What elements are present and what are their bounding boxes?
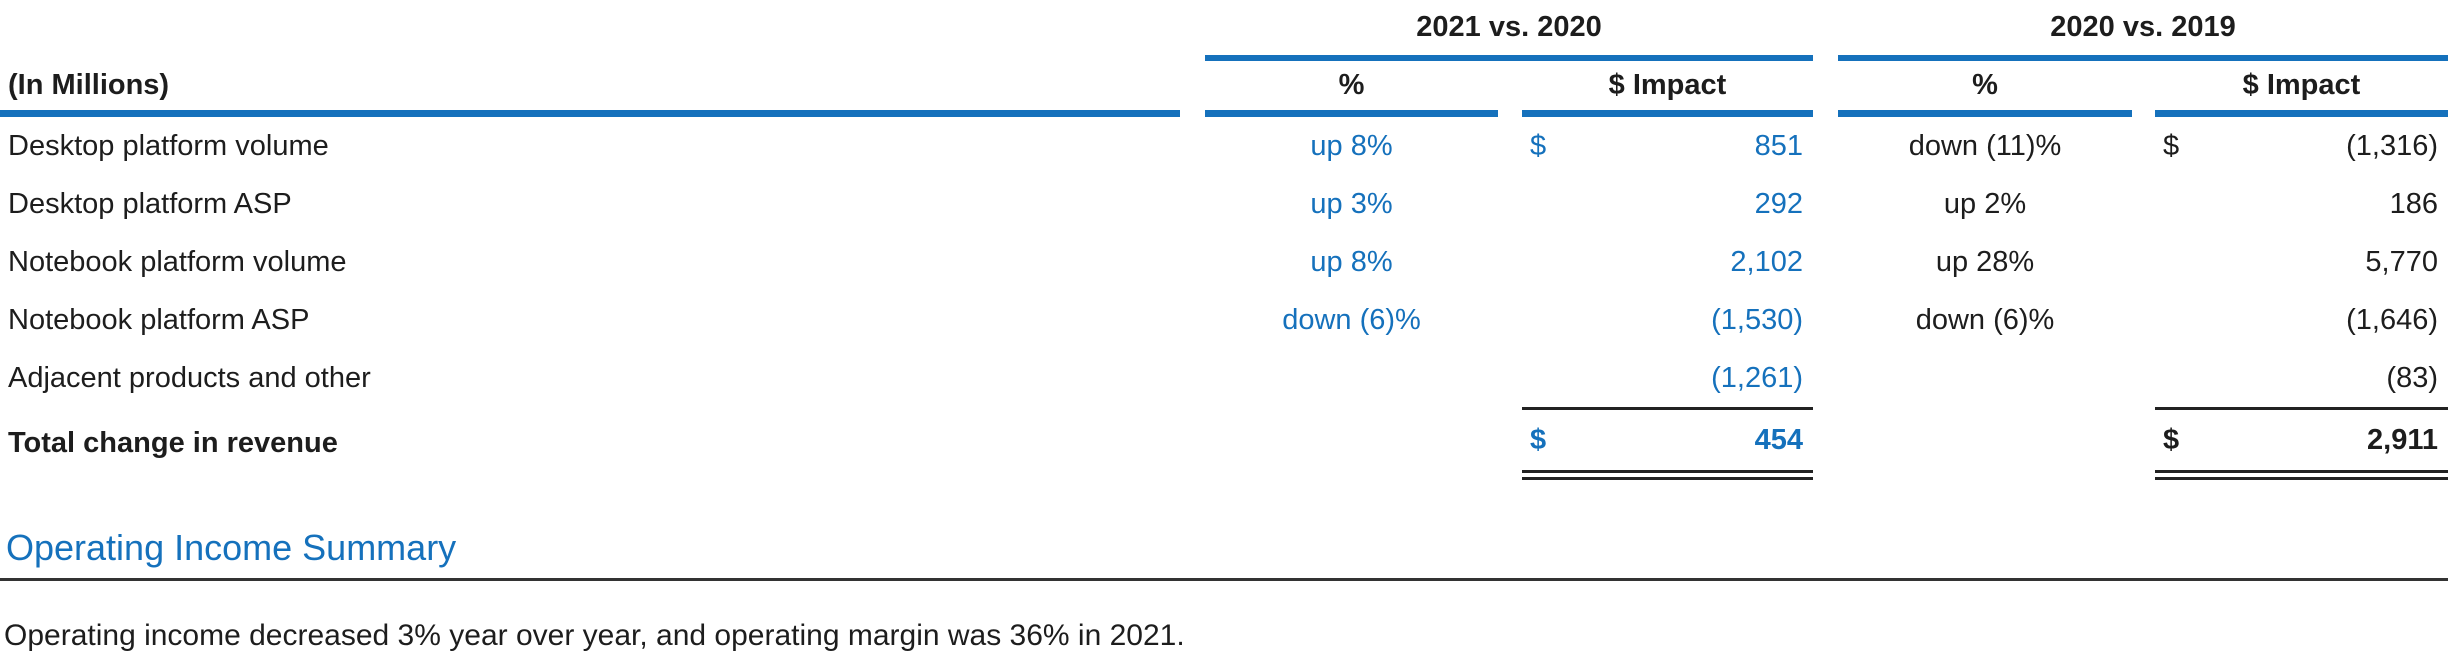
impact-value-g1: 292 [1522,175,1813,233]
impact-amount: 454 [1754,423,1803,456]
pct-value-g1: down (6)% [1282,303,1421,336]
dollar-sign: $ [2163,423,2180,456]
row-label: Adjacent products and other [8,361,371,394]
impact-header-g2: $ Impact [2155,61,2448,117]
impact-amount: (83) [2386,361,2438,394]
section-heading-rule: Operating Income Summary [0,528,2448,581]
pct-value-g1: up 8% [1310,245,1393,278]
pct-header-g1: % [1205,61,1498,117]
impact-value-g1: $ 851 [1522,117,1813,175]
impact-header-g1: $ Impact [1522,61,1813,117]
row-label: Notebook platform ASP [8,303,310,336]
group-header-2020-vs-2019: 2020 vs. 2019 [1838,0,2448,61]
row-label: Desktop platform volume [8,129,329,162]
dollar-sign: $ [1530,423,1547,456]
pct-value-g1 [1205,349,1498,407]
table-total-row: Total change in revenue $ 454 $ 2,911 [0,407,2448,480]
pct-value-g1: up 8% [1310,129,1393,162]
total-row-label: Total change in revenue [8,427,338,459]
table-row: Notebook platform volume up 8% 2,102 up … [0,233,2448,291]
impact-value-g2: $ (1,316) [2155,117,2448,175]
section-body-text: Operating income decreased 3% year over … [4,619,1185,652]
impact-value-g2: 5,770 [2155,233,2448,291]
impact-amount: 851 [1754,129,1803,162]
pct-value-g2: up 2% [1943,187,2027,220]
section-heading: Operating Income Summary [6,527,457,568]
table-row: Notebook platform ASP down (6)% (1,530) … [0,291,2448,349]
impact-amount: 292 [1754,187,1803,220]
revenue-change-table: 2021 vs. 2020 2020 vs. 2019 (In Millions… [0,0,2448,480]
impact-value-g2: (1,646) [2155,291,2448,349]
impact-amount: (1,261) [1711,361,1803,394]
table-row: Desktop platform volume up 8% $ 851 down… [0,117,2448,175]
table-group-header-row: 2021 vs. 2020 2020 vs. 2019 [0,0,2448,61]
total-impact-g2: $ 2,911 [2155,407,2448,480]
total-impact-g1: $ 454 [1522,407,1813,480]
table-row: Adjacent products and other (1,261) (83) [0,349,2448,407]
table-subheader-row: (In Millions) % $ Impact % $ Impact [0,61,2448,117]
dollar-sign: $ [1530,129,1547,162]
dollar-sign: $ [2163,129,2180,162]
impact-value-g1: (1,261) [1522,349,1813,407]
pct-value-g2: up 28% [1935,245,2035,278]
pct-header-g2: % [1838,61,2132,117]
impact-amount: 2,102 [1730,245,1803,278]
impact-amount: (1,530) [1711,303,1803,336]
pct-value-g2: down (6)% [1915,303,2055,336]
impact-amount: 2,911 [2367,423,2438,456]
impact-amount: 5,770 [2365,245,2438,278]
row-label: Notebook platform volume [8,245,347,278]
impact-value-g2: (83) [2155,349,2448,407]
group-header-2021-vs-2020: 2021 vs. 2020 [1205,0,1813,61]
row-label: Desktop platform ASP [8,187,292,220]
impact-value-g1: 2,102 [1522,233,1813,291]
impact-amount: (1,646) [2346,303,2438,336]
impact-value-g1: (1,530) [1522,291,1813,349]
impact-amount: 186 [2389,187,2438,220]
table-row: Desktop platform ASP up 3% 292 up 2% 186 [0,175,2448,233]
corner-label: (In Millions) [0,61,1180,117]
impact-amount: (1,316) [2346,129,2438,162]
pct-value-g2: down (11)% [1908,129,2062,162]
pct-value-g2 [1838,349,2132,407]
pct-value-g1: up 3% [1310,187,1393,220]
impact-value-g2: 186 [2155,175,2448,233]
